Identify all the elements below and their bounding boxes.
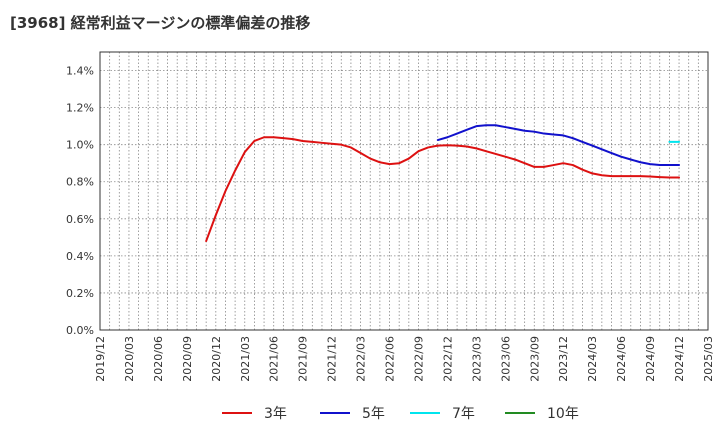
- x-tick-label: 2023/12: [557, 336, 570, 382]
- x-tick-label: 2024/12: [673, 336, 686, 382]
- x-tick-label: 2019/12: [94, 336, 107, 382]
- legend-label-3年: 3年: [264, 406, 287, 422]
- x-tick-label: 2021/12: [326, 336, 339, 382]
- x-tick-label: 2021/06: [268, 336, 281, 382]
- y-axis-ticks: 0.0% 0.2% 0.4% 0.6% 0.8% 1.0% 1.2% 1.4%: [66, 65, 94, 337]
- x-tick-label: 2020/12: [210, 336, 223, 382]
- x-tick-label: 2024/06: [615, 336, 628, 382]
- y-tick-label: 0.6%: [66, 213, 94, 226]
- y-tick-label: 0.4%: [66, 250, 94, 263]
- chart-title: [3968] 経常利益マージンの標準偏差の推移: [10, 14, 311, 32]
- legend-label-5年: 5年: [362, 406, 385, 422]
- x-tick-label: 2023/03: [470, 336, 483, 382]
- x-tick-label: 2022/06: [384, 336, 397, 382]
- y-tick-label: 0.8%: [66, 176, 94, 189]
- x-tick-label: 2020/03: [123, 336, 136, 382]
- y-tick-label: 0.0%: [66, 324, 94, 337]
- y-tick-label: 1.0%: [66, 139, 94, 152]
- x-tick-label: 2021/03: [239, 336, 252, 382]
- x-tick-label: 2022/09: [412, 336, 425, 382]
- y-tick-label: 1.2%: [66, 102, 94, 115]
- series-lines: [205, 124, 681, 243]
- x-tick-label: 2024/09: [644, 336, 657, 382]
- legend-label-10年: 10年: [547, 406, 579, 422]
- legend: 3年 5年 7年 10年: [222, 406, 579, 422]
- plot-background: [100, 52, 708, 330]
- x-axis-ticks: 2019/12 2020/03 2020/06 2020/09 2020/12 2021/…: [94, 336, 715, 382]
- y-tick-label: 1.4%: [66, 65, 94, 78]
- x-tick-label: 2022/03: [355, 336, 368, 382]
- plot-frame: [99, 51, 709, 331]
- x-tick-label: 2020/06: [152, 336, 165, 382]
- x-tick-label: 2020/09: [181, 336, 194, 382]
- x-tick-label: 2021/09: [297, 336, 310, 382]
- x-tick-label: 2025/03: [702, 336, 715, 382]
- grid-lines: [100, 52, 708, 331]
- x-tick-label: 2022/12: [441, 336, 454, 382]
- x-tick-label: 2023/06: [499, 336, 512, 382]
- x-tick-label: 2023/09: [528, 336, 541, 382]
- y-tick-label: 0.2%: [66, 287, 94, 300]
- series-line-3年: [205, 136, 681, 243]
- legend-label-7年: 7年: [452, 406, 475, 422]
- series-line-5年: [436, 124, 681, 167]
- x-tick-label: 2024/03: [586, 336, 599, 382]
